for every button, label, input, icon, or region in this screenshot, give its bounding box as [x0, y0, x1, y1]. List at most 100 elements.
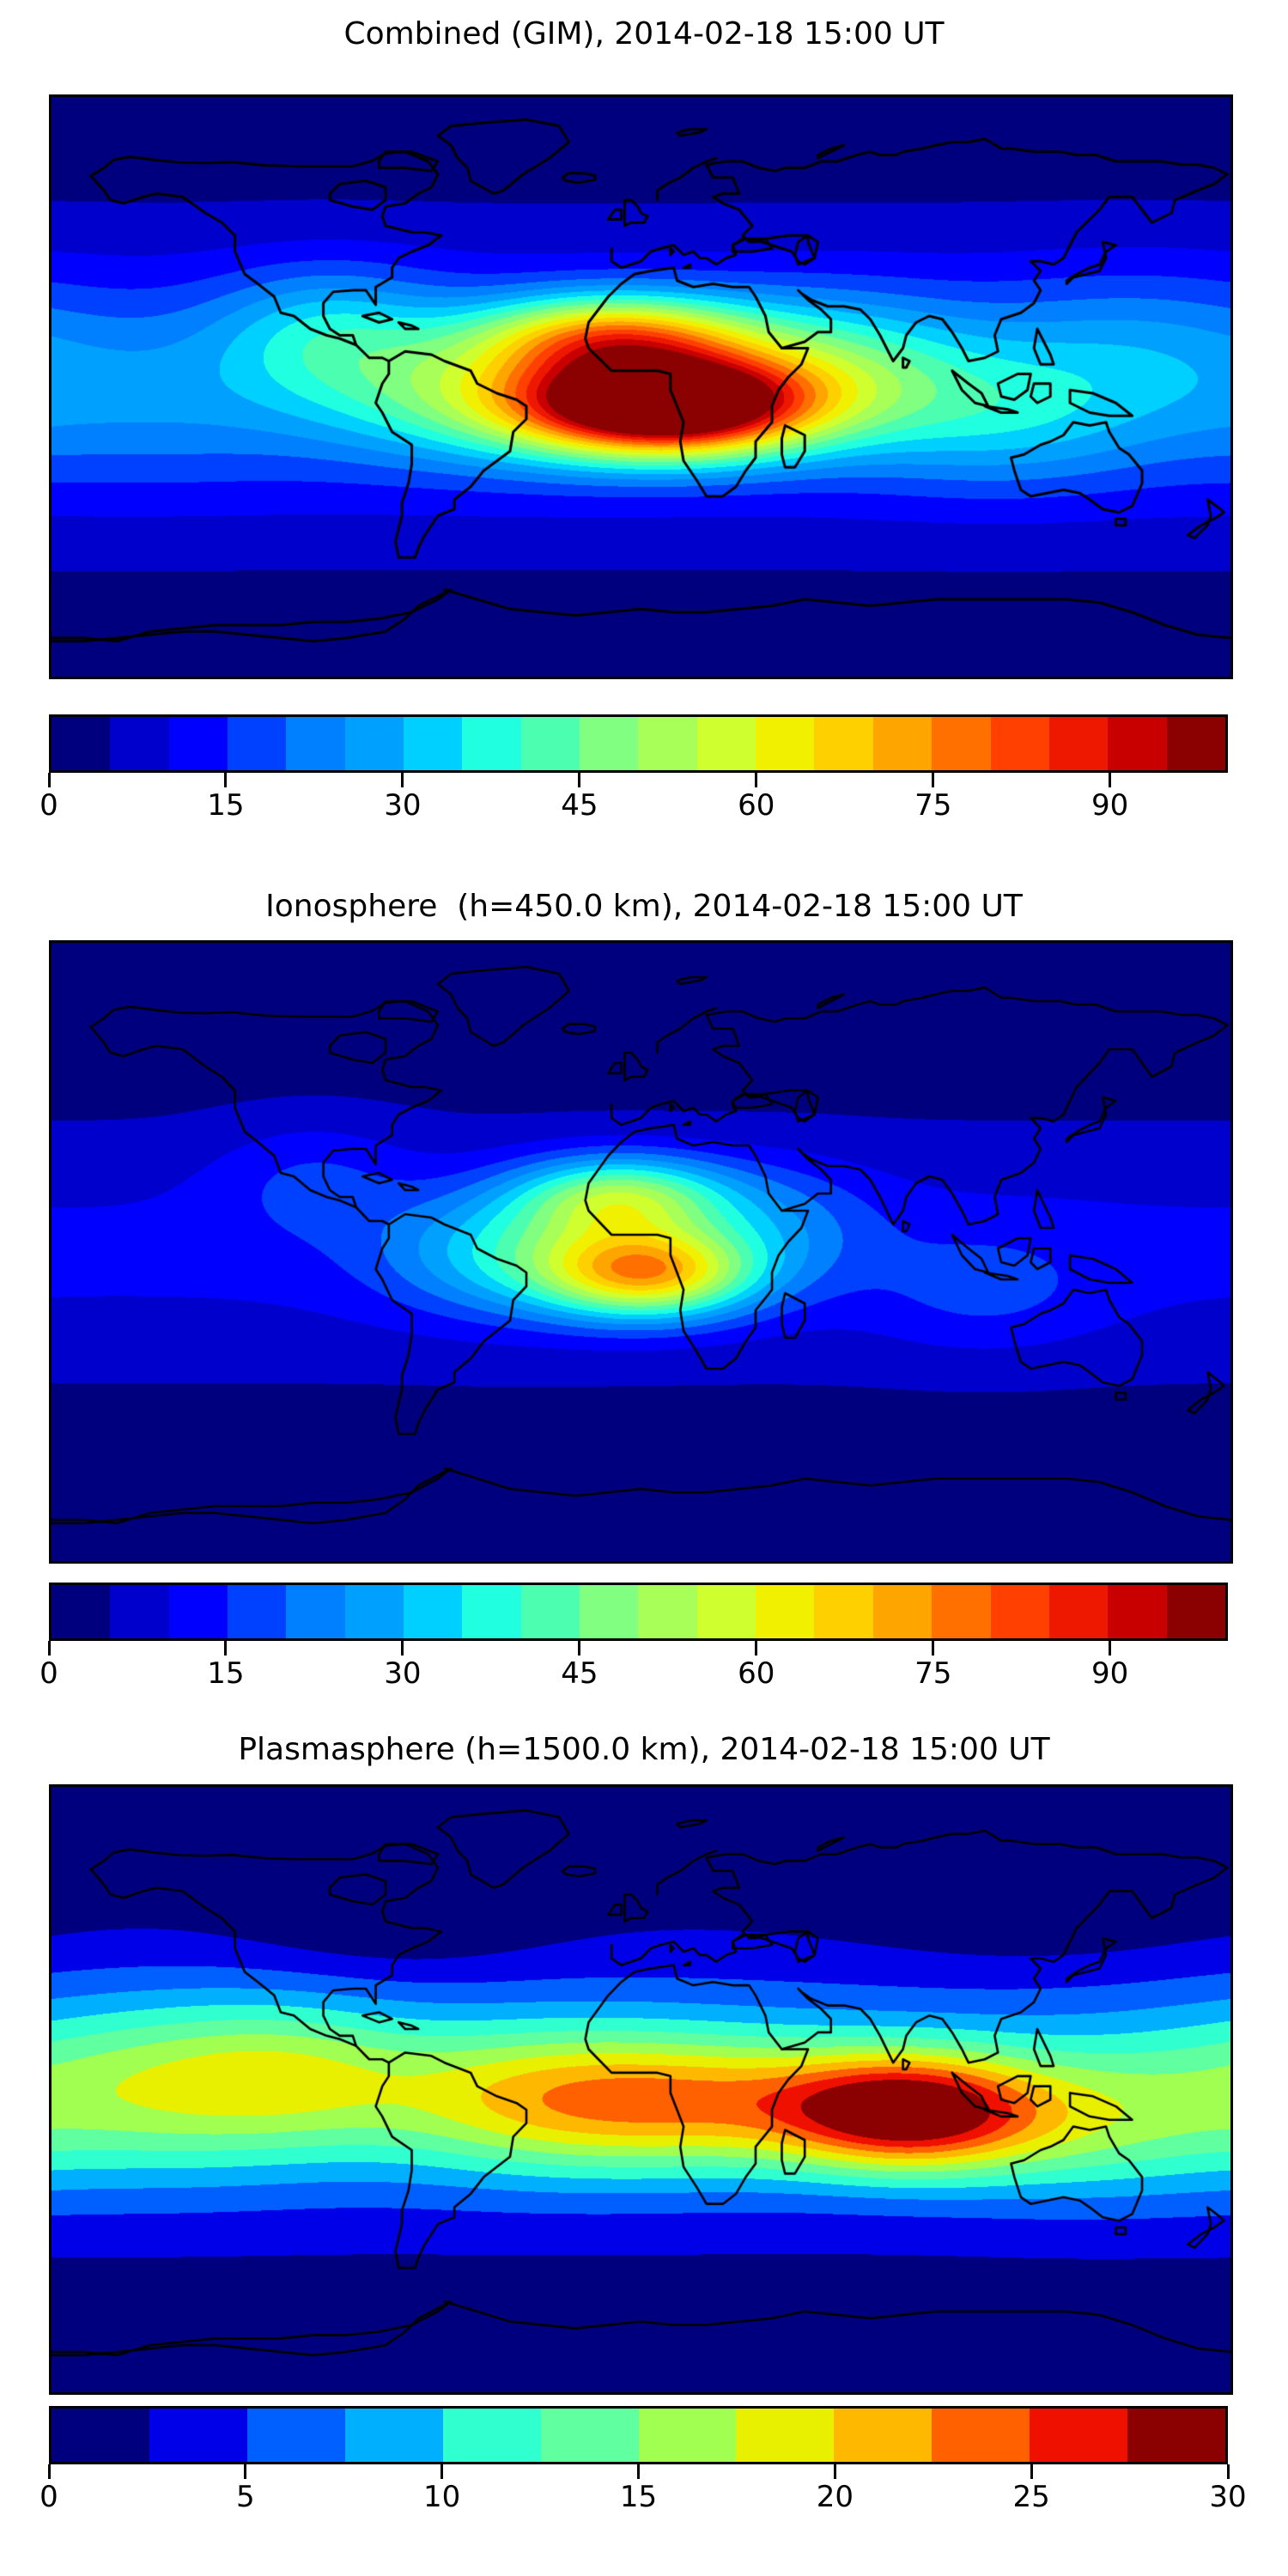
colorbar-band	[110, 717, 169, 770]
combined-gim-panel: Combined (GIM), 2014-02-18 15:00 UT 0 15 3…	[0, 0, 1288, 824]
colorbar-tick	[47, 773, 51, 787]
panel-title-combined: Combined (GIM), 2014-02-18 15:00 UT	[343, 16, 945, 52]
colorbar-band	[1108, 717, 1167, 770]
colorbar-tick	[755, 1641, 758, 1656]
colorbar-tick	[224, 773, 228, 787]
colorbar-band	[228, 717, 287, 770]
colorbar-band	[872, 717, 933, 770]
colorbar-gradient-combined	[49, 714, 1228, 773]
colorbar-tick-label: 30	[384, 788, 422, 823]
colorbar-tick	[932, 773, 935, 787]
colorbar-tick-label: 45	[561, 788, 598, 823]
colorbar-band	[286, 1585, 345, 1638]
colorbar-band	[344, 2409, 443, 2462]
colorbar-tick	[244, 2464, 247, 2479]
colorbar-band	[520, 717, 580, 770]
colorbar-band	[1048, 717, 1109, 770]
colorbar-tick-label: 15	[207, 1656, 245, 1691]
colorbar-band	[168, 1585, 228, 1638]
colorbar-tick	[755, 773, 758, 787]
colorbar-tick-label: 0	[39, 2480, 58, 2514]
colorbar-band	[462, 717, 521, 770]
colorbar-band	[872, 1585, 933, 1638]
colorbar-tick	[1030, 2464, 1033, 2479]
colorbar-band	[404, 1585, 463, 1638]
map-canvas-ionosphere	[52, 943, 1230, 1561]
colorbar-ticks-plasmasphere: 0 5 10 15 20 25 30	[39, 2464, 1247, 2518]
colorbar-band	[1108, 1585, 1167, 1638]
colorbar-tick	[224, 1641, 228, 1656]
colorbar-band	[1048, 1585, 1109, 1638]
map-ionosphere	[49, 940, 1233, 1564]
colorbar-band	[814, 717, 873, 770]
colorbar-tick-label: 75	[914, 1656, 952, 1691]
map-plasmasphere	[49, 1784, 1233, 2395]
colorbar-tick	[401, 773, 404, 787]
colorbar-tick	[440, 2464, 444, 2479]
colorbar-tick-label: 60	[738, 1656, 775, 1691]
colorbar-tick	[401, 1641, 404, 1656]
colorbar-band	[168, 717, 228, 770]
plasmasphere-panel: Plasmasphere (h=1500.0 km), 2014-02-18 1…	[0, 1719, 1288, 2576]
colorbar-band	[404, 717, 463, 770]
colorbar-band	[932, 1585, 991, 1638]
colorbar-band	[52, 2409, 149, 2462]
colorbar-band	[696, 1585, 756, 1638]
colorbar-band	[246, 2409, 345, 2462]
colorbar-tick	[1226, 2464, 1230, 2479]
colorbar-tick-label: 15	[207, 788, 245, 823]
colorbar-tick-label: 60	[738, 788, 775, 823]
colorbar-ticks-combined: 0 15 30 45 60 75 90	[39, 773, 1228, 826]
map-combined-gim	[49, 94, 1233, 679]
colorbar-band	[1127, 2409, 1225, 2462]
colorbar-band	[756, 1585, 815, 1638]
colorbar-tick	[833, 2464, 836, 2479]
panel-title-plasmasphere: Plasmasphere (h=1500.0 km), 2014-02-18 1…	[238, 1732, 1050, 1767]
colorbar-plasmasphere: 0 5 10 15 20 25 30	[39, 2406, 1247, 2518]
colorbar-band	[110, 1585, 169, 1638]
colorbar-band	[696, 717, 756, 770]
colorbar-band	[462, 1585, 521, 1638]
colorbar-band	[52, 1585, 111, 1638]
colorbar-tick-label: 0	[39, 788, 58, 823]
colorbar-band	[1166, 717, 1225, 770]
colorbar-band	[580, 717, 639, 770]
colorbar-tick-label: 15	[619, 2480, 658, 2514]
colorbar-tick	[578, 1641, 581, 1656]
colorbar-band	[990, 1585, 1049, 1638]
colorbar-band	[638, 717, 697, 770]
colorbar-tick	[932, 1641, 935, 1656]
colorbar-tick	[47, 1641, 51, 1656]
colorbar-gradient-plasmasphere	[49, 2406, 1228, 2464]
colorbar-band	[990, 717, 1049, 770]
colorbar-tick-label: 75	[914, 788, 952, 823]
colorbar-band	[756, 717, 815, 770]
colorbar-tick-label: 5	[236, 2480, 255, 2514]
colorbar-band	[638, 1585, 697, 1638]
colorbar-tick	[578, 773, 581, 787]
panel-title-ionosphere: Ionosphere (h=450.0 km), 2014-02-18 15:0…	[265, 889, 1023, 924]
colorbar-band	[520, 1585, 580, 1638]
colorbar-band	[834, 2409, 933, 2462]
colorbar-band	[932, 2409, 1030, 2462]
colorbar-tick-label: 10	[423, 2480, 461, 2514]
colorbar-tick-label: 30	[1209, 2480, 1247, 2514]
colorbar-band	[580, 1585, 639, 1638]
colorbar-combined: 0 15 30 45 60 75 90	[39, 714, 1228, 826]
colorbar-tick-label: 90	[1091, 788, 1129, 823]
colorbar-band	[52, 717, 111, 770]
colorbar-band	[344, 1585, 404, 1638]
colorbar-tick-label: 90	[1091, 1656, 1129, 1691]
colorbar-band	[736, 2409, 835, 2462]
map-canvas-combined	[52, 97, 1230, 677]
colorbar-tick-label: 20	[816, 2480, 854, 2514]
colorbar-tick-label: 45	[561, 1656, 598, 1691]
colorbar-tick	[47, 2464, 51, 2479]
colorbar-band	[149, 2409, 247, 2462]
colorbar-band	[540, 2409, 639, 2462]
colorbar-tick	[1109, 1641, 1112, 1656]
ionosphere-panel: Ionosphere (h=450.0 km), 2014-02-18 15:0…	[0, 876, 1288, 1700]
colorbar-band	[814, 1585, 873, 1638]
colorbar-tick	[1109, 773, 1112, 787]
